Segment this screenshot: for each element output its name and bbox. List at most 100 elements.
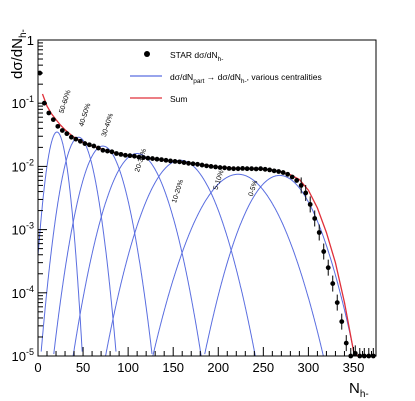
data-point: [59, 128, 65, 133]
data-point: [55, 123, 61, 129]
y-axis-title: dσ/dNh-: [9, 29, 29, 79]
centrality-curves: [37, 131, 355, 356]
data-point: [50, 117, 56, 123]
data-point: [285, 171, 291, 177]
data-point: [271, 168, 277, 174]
data-point: [46, 110, 52, 116]
centrality-curve: [152, 173, 324, 356]
data-point: [73, 136, 79, 142]
data-point: [91, 143, 97, 149]
y-tick-label: 10-1: [12, 94, 34, 111]
data-point: [325, 265, 331, 271]
data-point: [213, 164, 218, 170]
data-point: [352, 350, 358, 356]
data-point: [343, 340, 349, 346]
data-point: [240, 165, 246, 171]
data-point: [82, 141, 88, 146]
data-point: [177, 159, 182, 165]
data-point: [109, 149, 115, 155]
data-point: [303, 190, 309, 196]
data-point: [136, 154, 142, 160]
data-point: [204, 163, 209, 169]
data-point: [294, 178, 300, 183]
y-axis-title-sub: h-: [18, 29, 29, 38]
x-tick-label: 0: [34, 360, 41, 375]
data-point: [141, 155, 146, 160]
x-tick-label: 250: [252, 360, 274, 375]
centrality-label: 10-20%: [171, 179, 185, 204]
x-tick-label: 50: [76, 360, 90, 375]
data-point: [127, 153, 133, 159]
centrality-curve: [72, 153, 202, 356]
y-tick-label: 10-3: [12, 221, 34, 238]
data-point: [258, 166, 264, 172]
centrality-label: 0-5%: [248, 180, 260, 198]
data-point: [231, 166, 236, 172]
centrality-label: 50-60%: [58, 89, 72, 114]
x-axis-title-main: N: [349, 380, 360, 397]
centrality-curve: [37, 131, 83, 352]
data-point: [118, 151, 124, 157]
data-point: [339, 319, 345, 325]
data-point: [64, 131, 70, 137]
data-point: [159, 157, 164, 163]
data-point: [226, 165, 232, 171]
data-point: [334, 300, 340, 305]
data-point: [249, 166, 255, 172]
data-point: [95, 145, 101, 151]
data-point: [86, 142, 92, 148]
data-point: [181, 160, 187, 165]
data-point: [253, 166, 259, 172]
data-point: [262, 166, 268, 172]
centrality-curve: [40, 136, 117, 352]
data-point: [217, 165, 223, 170]
data-point: [163, 157, 169, 163]
legend-label-data: STAR dσ/dNh-: [170, 50, 223, 63]
centrality-label: 40-50%: [78, 102, 92, 127]
data-point: [150, 156, 155, 161]
legend-label-sum: Sum: [170, 94, 187, 104]
x-tick-label: 200: [207, 360, 229, 375]
data-point: [154, 156, 160, 162]
x-tick-label: 300: [298, 360, 320, 375]
sum-line: [41, 93, 359, 357]
x-tick-label: 350: [343, 360, 365, 375]
data-point: [77, 138, 83, 144]
data-point: [195, 161, 200, 167]
data-point: [199, 162, 205, 168]
data-point: [267, 167, 273, 173]
plot-frame: [37, 39, 377, 357]
data-point: [105, 148, 110, 154]
centrality-label: 30-40%: [101, 113, 115, 138]
centrality-curve: [204, 174, 355, 355]
legend: STAR dσ/dNh-dσ/dNpart → dσ/dNh-, various…: [130, 50, 322, 104]
legend-marker-data: [144, 51, 150, 57]
data-points: [37, 70, 376, 359]
data-point: [68, 134, 74, 140]
y-tick-label: 10-4: [12, 284, 34, 301]
data-point: [316, 230, 322, 235]
data-point: [114, 151, 119, 156]
data-point: [186, 160, 191, 166]
y-tick-label: 1: [27, 33, 34, 48]
data-point: [330, 281, 336, 286]
x-tick-label: 150: [162, 360, 184, 375]
data-point: [244, 166, 250, 172]
axes: 0 50 100 150 200 250 300 350 1 10-1 10-2 10-3 10-4 10…: [12, 33, 377, 375]
x-tick-label: 100: [117, 360, 139, 375]
data-point: [100, 147, 106, 153]
data-point: [321, 249, 327, 254]
data-point: [145, 155, 151, 161]
x-axis-title: Nh-: [349, 380, 369, 400]
data-point: [298, 183, 304, 188]
centrality-label: 20-30%: [134, 148, 148, 173]
data-point: [312, 216, 318, 221]
y-tick-label: 10-5: [12, 347, 34, 364]
data-point: [208, 164, 214, 169]
data-point: [123, 152, 128, 158]
sum-curve: [41, 93, 359, 357]
data-point: [168, 158, 173, 164]
y-axis-title-main: dσ/dN: [9, 38, 26, 79]
legend-label-gauss: dσ/dNpart → dσ/dNh-, various centralitie…: [170, 72, 322, 85]
